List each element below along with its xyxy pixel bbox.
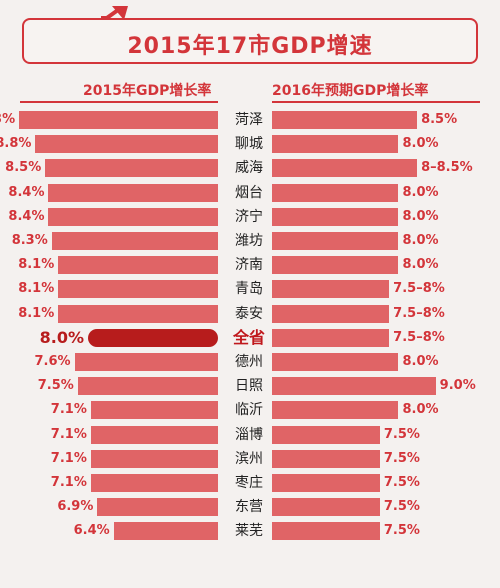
bar-2016 [272,280,390,299]
bar-2015 [113,522,218,541]
title-banner: 2015年17市GDP增速 [22,18,478,64]
chart-title: 2015年17市GDP增速 [127,34,373,59]
category-label: 日照 [235,378,263,395]
value-label-2016: 7.5% [383,499,420,515]
bar-2016 [272,304,390,323]
value-label-2016: 7.5% [383,450,420,466]
value-label-2015: 7.1% [50,402,87,418]
category-label: 聊城 [235,136,263,153]
value-label-2015: 7.1% [50,450,87,466]
bar-2015 [97,498,218,517]
value-label-2016: 7.5% [383,426,420,442]
value-label-2015: 8.4% [8,184,45,200]
value-label-2015: 8.3% [11,233,48,248]
bar-2016 [272,232,399,250]
bar-2016 [272,328,390,347]
category-label: 枣庄 [235,475,263,491]
bar-2016 [272,377,436,396]
bar-2016 [272,135,399,154]
value-label-2016: 9.0% [439,378,476,394]
bar-2015 [74,353,218,371]
value-label-2016: 8.5% [421,112,458,127]
bar-2016 [272,256,399,275]
value-label-2016: 7.5% [383,475,420,490]
category-label: 泰安 [235,305,263,322]
bar-2015 [90,401,218,420]
bar-2015 [19,111,218,129]
value-label-2016: 8.0% [402,354,439,369]
value-label-2015: 8.8% [0,136,32,152]
bar-2015 [58,280,218,299]
category-label: 滨州 [235,450,263,467]
value-label-2015: 7.6% [34,354,71,369]
value-label-2015: 7.5% [37,378,74,394]
category-label: 威海 [235,160,263,177]
bar-2016 [272,111,418,129]
bar-2015 [58,256,218,275]
bar-2016 [272,401,399,420]
value-label-2016: 8.0% [402,257,439,273]
category-label: 青岛 [235,281,263,298]
bar-2015 [90,474,218,492]
bar-2016 [272,425,380,444]
value-label-2016: 8.0% [402,402,439,418]
category-label: 德州 [235,354,263,370]
value-label-2015: 8.1% [18,281,55,297]
value-label-2015: 8.0% [39,327,84,347]
category-label: 淄博 [235,426,263,443]
value-label-2016: 7.5% [383,523,420,539]
value-label-2016: 8–8.5% [421,160,473,176]
category-label: 莱芜 [235,523,263,540]
value-label-2016: 7.5–8% [393,281,445,297]
bar-2015 [48,207,218,226]
category-label: 临沂 [235,402,263,419]
value-label-2016: 8.0% [402,233,439,248]
bar-2015 [90,425,218,444]
value-label-2015: 8.4% [8,208,45,224]
bar-2016 [272,522,380,541]
right-column-header: 2016年预期GDP增长率 [272,83,429,99]
bar-2015 [51,232,218,250]
category-label: 烟台 [235,184,263,201]
category-label: 潍坊 [235,233,263,249]
value-label-2015: 8.1% [18,257,55,273]
bar-2016 [272,353,399,371]
bar-2015 [58,304,218,323]
bar-2016 [272,159,418,178]
category-label: 济南 [235,257,263,274]
value-label-2015: 7.1% [50,475,87,490]
right-header-rule [272,101,480,103]
bar-2016 [272,474,380,492]
bar-2015 [90,449,218,468]
bar-2015 [45,159,218,178]
bar-2015 [35,135,218,154]
left-column-header: 2015年GDP增长率 [83,83,212,99]
category-label: 全省 [232,327,265,347]
value-label-2015: 8.1% [18,305,55,321]
value-label-2016: 8.0% [402,208,439,224]
value-label-2016: 7.5–8% [393,329,445,345]
bar-2016 [272,498,380,517]
value-label-2016: 7.5–8% [393,305,445,321]
bar-2016 [272,207,399,226]
category-label: 菏泽 [235,112,263,128]
bar-2015 [88,328,218,347]
left-header-rule [20,101,218,103]
value-label-2015: 8.5% [5,160,42,176]
value-label-2015: 7.1% [50,426,87,442]
bar-2016 [272,449,380,468]
bar-2015 [77,377,218,396]
value-label-2015: 6.9% [57,499,94,515]
value-label-2015: 9.3% [0,112,16,127]
value-label-2016: 8.0% [402,136,439,152]
bar-2016 [272,183,399,202]
category-label: 东营 [235,499,263,516]
category-label: 济宁 [235,208,263,225]
bar-2015 [48,183,218,202]
value-label-2016: 8.0% [402,184,439,200]
value-label-2015: 6.4% [73,523,110,539]
